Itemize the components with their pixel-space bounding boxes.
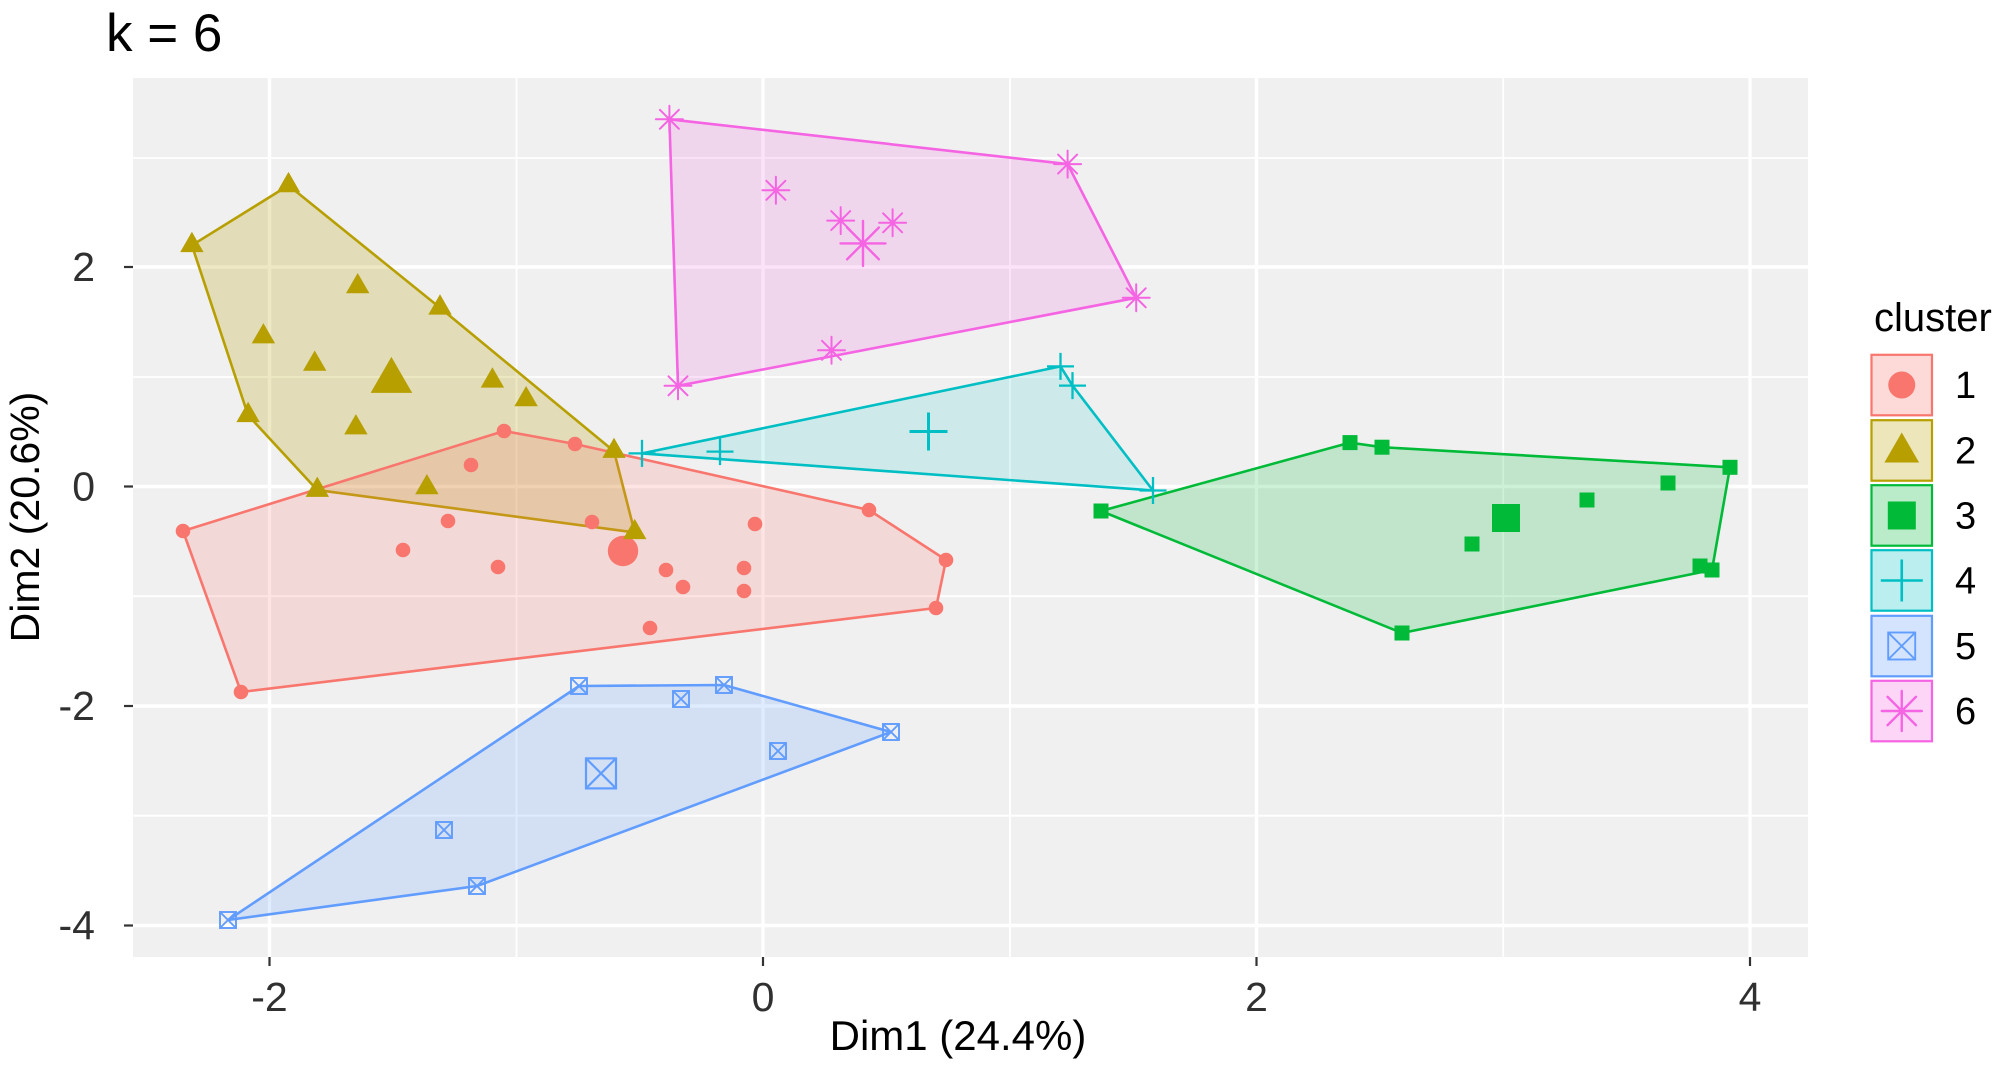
svg-text:-2: -2 bbox=[251, 974, 287, 1020]
svg-text:6: 6 bbox=[1955, 691, 1976, 733]
svg-text:4: 4 bbox=[1955, 561, 1976, 603]
svg-text:k = 6: k = 6 bbox=[106, 4, 222, 63]
svg-text:2: 2 bbox=[1245, 974, 1268, 1020]
svg-text:-2: -2 bbox=[59, 683, 95, 729]
svg-text:5: 5 bbox=[1955, 626, 1976, 668]
svg-text:2: 2 bbox=[72, 244, 95, 290]
svg-text:0: 0 bbox=[72, 464, 95, 510]
svg-text:-4: -4 bbox=[59, 903, 95, 949]
svg-text:1: 1 bbox=[1955, 365, 1976, 407]
svg-text:Dim2 (20.6%): Dim2 (20.6%) bbox=[2, 392, 48, 643]
svg-text:3: 3 bbox=[1955, 496, 1976, 538]
svg-text:2: 2 bbox=[1955, 431, 1976, 473]
svg-text:cluster: cluster bbox=[1874, 296, 1992, 340]
svg-text:Dim1 (24.4%): Dim1 (24.4%) bbox=[830, 1012, 1087, 1059]
svg-text:4: 4 bbox=[1739, 974, 1762, 1020]
svg-text:0: 0 bbox=[752, 974, 775, 1020]
